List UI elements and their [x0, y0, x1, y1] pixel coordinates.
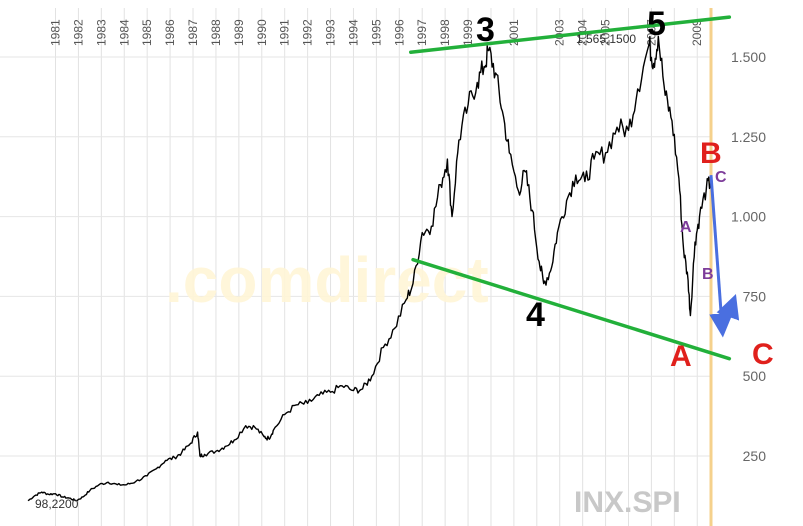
x-tick-label: 1990 [255, 19, 269, 46]
source-label: INX.SPI [574, 486, 681, 519]
x-tick-label: 1991 [278, 19, 292, 46]
x-axis-ticks: 1981 1982 1983 1984 1985 1986 1987 1988 1989 1990… [49, 19, 705, 46]
wave-label-4: 4 [526, 296, 545, 334]
x-tick-label: 1999 [461, 19, 475, 46]
upper-trendline [409, 15, 732, 54]
projection-arrow [716, 293, 740, 333]
y-axis-ticks: 250 500 750 1.000 1.250 1.500 [731, 49, 766, 464]
grid-layer [0, 8, 711, 526]
series-layer [27, 35, 712, 502]
price-series-line [27, 35, 712, 502]
x-tick-label: 1983 [94, 19, 108, 46]
lower-trendline [411, 257, 732, 361]
x-tick-label: 1987 [186, 19, 200, 46]
y-tick-label: 1.000 [731, 209, 766, 225]
comdirect-watermark: .comdirect [165, 244, 489, 316]
x-tick-label: 1996 [392, 19, 406, 46]
x-tick-label: 1993 [324, 19, 338, 46]
min-label: 98,2200 [35, 497, 79, 511]
wave-label-5: 5 [647, 5, 666, 43]
y-tick-label: 1.250 [731, 129, 766, 145]
max-label: 1.565,1500 [576, 32, 636, 46]
x-tick-label: 1992 [301, 19, 315, 46]
subwave-label-c: C [715, 169, 727, 186]
x-tick-label: 1986 [163, 19, 177, 46]
projection-arrow [709, 174, 734, 338]
y-tick-label: 750 [743, 288, 767, 304]
wave-label-3: 3 [476, 11, 495, 49]
x-tick-label: 1997 [415, 19, 429, 46]
x-tick-label: 1995 [369, 19, 383, 46]
trendline-layer [409, 15, 732, 361]
x-tick-label: 1984 [117, 19, 131, 46]
x-tick-label: 1994 [346, 19, 360, 46]
y-tick-label: 500 [743, 368, 767, 384]
y-tick-label: 1.500 [731, 49, 766, 65]
x-tick-label: 2003 [553, 19, 567, 46]
x-tick-label: 1981 [49, 19, 63, 46]
x-tick-label: 1982 [71, 19, 85, 46]
projection-layer [709, 174, 740, 338]
x-tick-label: 1988 [209, 19, 223, 46]
x-tick-label: 2009 [690, 19, 704, 46]
x-tick-label: 1998 [438, 19, 452, 46]
wave-label-A: A [670, 340, 692, 373]
y-tick-label: 250 [743, 448, 767, 464]
subwave-label-b: B [702, 266, 714, 283]
subwave-label-a: A [680, 219, 692, 236]
wave-label-C: C [752, 338, 774, 371]
x-tick-label: 1989 [232, 19, 246, 46]
x-tick-label: 1985 [140, 19, 154, 46]
wave-label-B: B [700, 137, 722, 170]
